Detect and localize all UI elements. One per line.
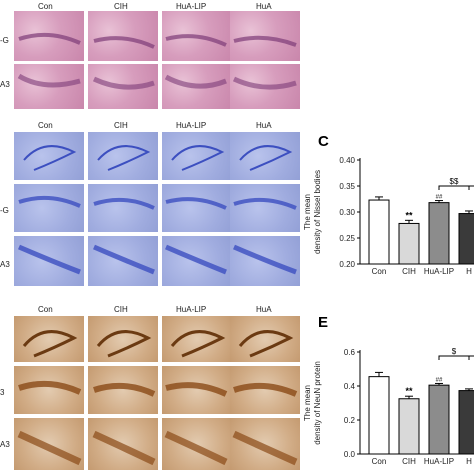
nissl-cell-layers: [18, 145, 297, 275]
he-image-cih-dg: [88, 11, 158, 61]
chart-c-significance-bracket: [438, 185, 474, 190]
chart-c-ytick-label: 0.25: [339, 234, 355, 243]
he-header-hua: HuA: [256, 2, 272, 11]
ihc-header-hua: HuA: [256, 305, 272, 314]
chart-c-annotation-bracket: $$: [450, 177, 459, 186]
chart-e-ytick-label: 0.2: [344, 416, 356, 425]
he-header-con: Con: [38, 2, 53, 11]
chart-e-bar: [458, 390, 474, 455]
ihc-header-cih: CIH: [114, 305, 128, 314]
chart-e: The mean density of NeuN protein 0.0 0.2 0.4…: [303, 347, 474, 466]
ihc-header-con: Con: [38, 305, 53, 314]
ihc-cell-layers: [17, 330, 298, 466]
chart-e-category-label: CIH: [402, 457, 416, 466]
chart-c: The mean density of Nissel bodies 0.20 0.25…: [303, 156, 474, 276]
chart-c-annotation-cih: **: [405, 210, 413, 220]
nissl-image-con-overview: [14, 132, 84, 180]
chart-e-category-label: H: [466, 457, 472, 466]
chart-e-ylabel-line2: density of NeuN protein: [313, 361, 322, 445]
nissl-header-con: Con: [38, 121, 53, 130]
chart-c-bar: [398, 222, 420, 265]
chart-e-significance-bracket: [438, 355, 474, 360]
nissl-image-cih-overview: [88, 132, 158, 180]
chart-c-ylabel-line2: density of Nissel bodies: [313, 170, 322, 254]
chart-c-ytick-label: 0.35: [339, 182, 355, 191]
chart-c-ytick-label: 0.20: [339, 260, 355, 269]
nissl-image-hua-overview: [230, 132, 300, 180]
chart-e-annotation-cih: **: [405, 386, 413, 396]
he-cell-layers: [17, 32, 297, 90]
ihc-header-hualip: HuA-LIP: [176, 305, 207, 314]
panel-letter-e: E: [318, 314, 329, 331]
nissl-image-hualip-dg: [162, 184, 232, 232]
chart-e-category-label: Con: [372, 457, 387, 466]
chart-c-category-label: H: [466, 267, 472, 276]
chart-e-bar: [428, 384, 450, 455]
he-row-label-ca3: A3: [0, 80, 10, 89]
chart-c-bar: [458, 213, 474, 265]
nissl-header-hua: HuA: [256, 121, 272, 130]
chart-e-bar: [368, 376, 390, 455]
ihc-row-label-ca3: A3: [0, 440, 10, 449]
he-header-cih: CIH: [114, 2, 128, 11]
chart-c-annotation-hualip: ##: [436, 195, 443, 201]
chart-e-ytick-label: 0.4: [344, 382, 356, 391]
chart-c-ylabel-line1: The mean: [303, 194, 312, 230]
nissl-header-hualip: HuA-LIP: [176, 121, 207, 130]
chart-c-bar: [368, 199, 390, 265]
chart-e-ytick-label: 0.0: [344, 450, 356, 459]
nissl-row-label-dg: -G: [0, 206, 9, 215]
chart-e-annotation-bracket: $: [452, 347, 457, 356]
ihc-row-label-dg: 3: [0, 388, 5, 397]
nissl-image-hualip-overview: [162, 132, 232, 180]
chart-e-ytick-label: 0.6: [344, 348, 356, 357]
nissl-image-cih-dg: [88, 184, 158, 232]
chart-c-bar: [428, 202, 450, 265]
he-image-hua-dg: [230, 11, 300, 61]
chart-c-category-label: HuA-LIP: [424, 267, 454, 276]
chart-c-category-label: Con: [372, 267, 387, 276]
chart-e-bar: [398, 398, 420, 455]
nissl-header-cih: CIH: [114, 121, 128, 130]
chart-e-ylabel-line1: The mean: [303, 385, 312, 421]
panel-letter-c: C: [318, 133, 329, 150]
chart-c-ytick-label: 0.40: [339, 156, 355, 165]
chart-e-annotation-hualip: ##: [436, 377, 443, 383]
chart-c-category-label: CIH: [402, 267, 416, 276]
nissl-image-hua-dg: [230, 184, 300, 232]
nissl-row-label-ca3: A3: [0, 260, 10, 269]
chart-c-ytick-label: 0.30: [339, 208, 355, 217]
he-row-label-dg: -G: [0, 36, 9, 45]
nissl-image-con-dg: [14, 184, 84, 232]
chart-e-category-label: HuA-LIP: [424, 457, 454, 466]
he-header-hualip: HuA-LIP: [176, 2, 207, 11]
